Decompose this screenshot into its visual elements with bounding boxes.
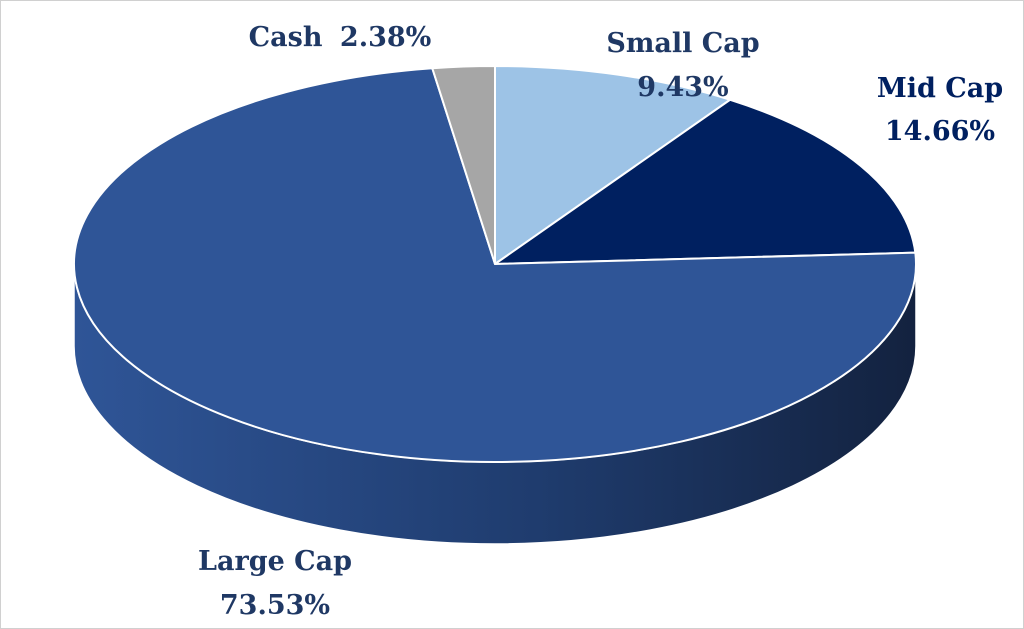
cash-value: 2.38% xyxy=(340,22,431,53)
pie-slice-small-cap xyxy=(494,64,733,266)
pie-slice-mid-cap xyxy=(491,98,917,266)
slice-label-mid-cap: Mid Cap xyxy=(877,73,1003,104)
slice-label-cash: Cash 2.38% xyxy=(249,22,432,53)
pie-slice-large-cap xyxy=(73,67,917,463)
slice-value-large-cap: 73.53% xyxy=(220,590,330,621)
slice-label-large-cap: Large Cap xyxy=(198,546,352,577)
slice-value-mid-cap: 14.66% xyxy=(885,116,995,147)
cash-name: Cash xyxy=(249,22,323,53)
slice-label-small-cap: Small Cap xyxy=(606,28,759,59)
pie-slice-cash xyxy=(430,64,496,265)
slice-value-small-cap: 9.43% xyxy=(637,72,728,103)
